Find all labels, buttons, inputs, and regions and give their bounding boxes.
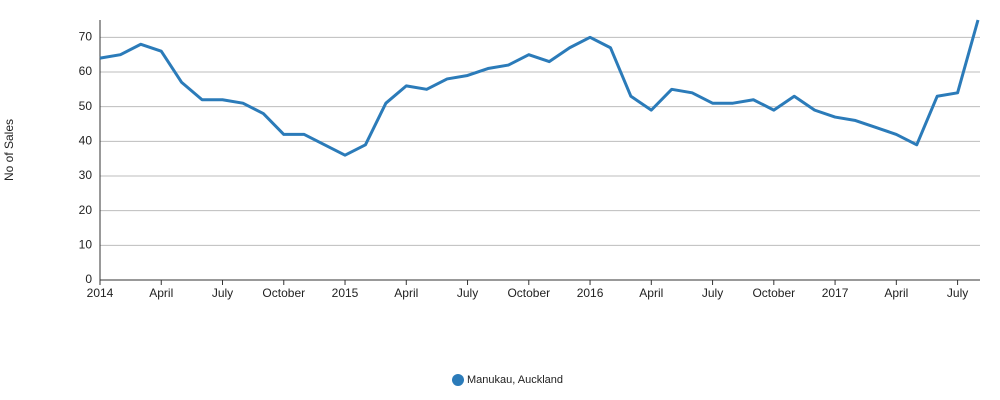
x-tick-label: April — [884, 286, 908, 300]
x-tick-label: April — [639, 286, 663, 300]
y-tick-label: 20 — [79, 203, 93, 217]
data-line — [99, 19, 980, 157]
y-tick-label: 40 — [79, 134, 93, 148]
y-tick-label: 50 — [79, 99, 93, 113]
x-tick-label: July — [947, 286, 968, 300]
x-tick-label: 2017 — [822, 286, 849, 300]
y-tick-label: 0 — [85, 272, 92, 286]
x-tick-label: October — [507, 286, 550, 300]
y-axis-label: No of Sales — [2, 119, 16, 181]
y-tick-label: 70 — [79, 30, 93, 44]
x-tick-label: 2014 — [87, 286, 114, 300]
legend-label: Manukau, Auckland — [467, 374, 563, 386]
legend-marker — [452, 374, 464, 386]
x-tick-label: 2015 — [332, 286, 359, 300]
x-tick-label: July — [457, 286, 478, 300]
x-tick-label: July — [702, 286, 723, 300]
x-tick-label: 2016 — [577, 286, 604, 300]
x-tick-label: April — [394, 286, 418, 300]
legend: Manukau, Auckland — [452, 374, 563, 386]
y-tick-label: 10 — [79, 238, 93, 252]
x-tick-label: April — [149, 286, 173, 300]
x-tick-label: July — [212, 286, 233, 300]
y-tick-label: 60 — [79, 64, 93, 78]
x-tick-label: October — [262, 286, 305, 300]
y-tick-label: 30 — [79, 168, 93, 182]
x-tick-label: October — [752, 286, 795, 300]
